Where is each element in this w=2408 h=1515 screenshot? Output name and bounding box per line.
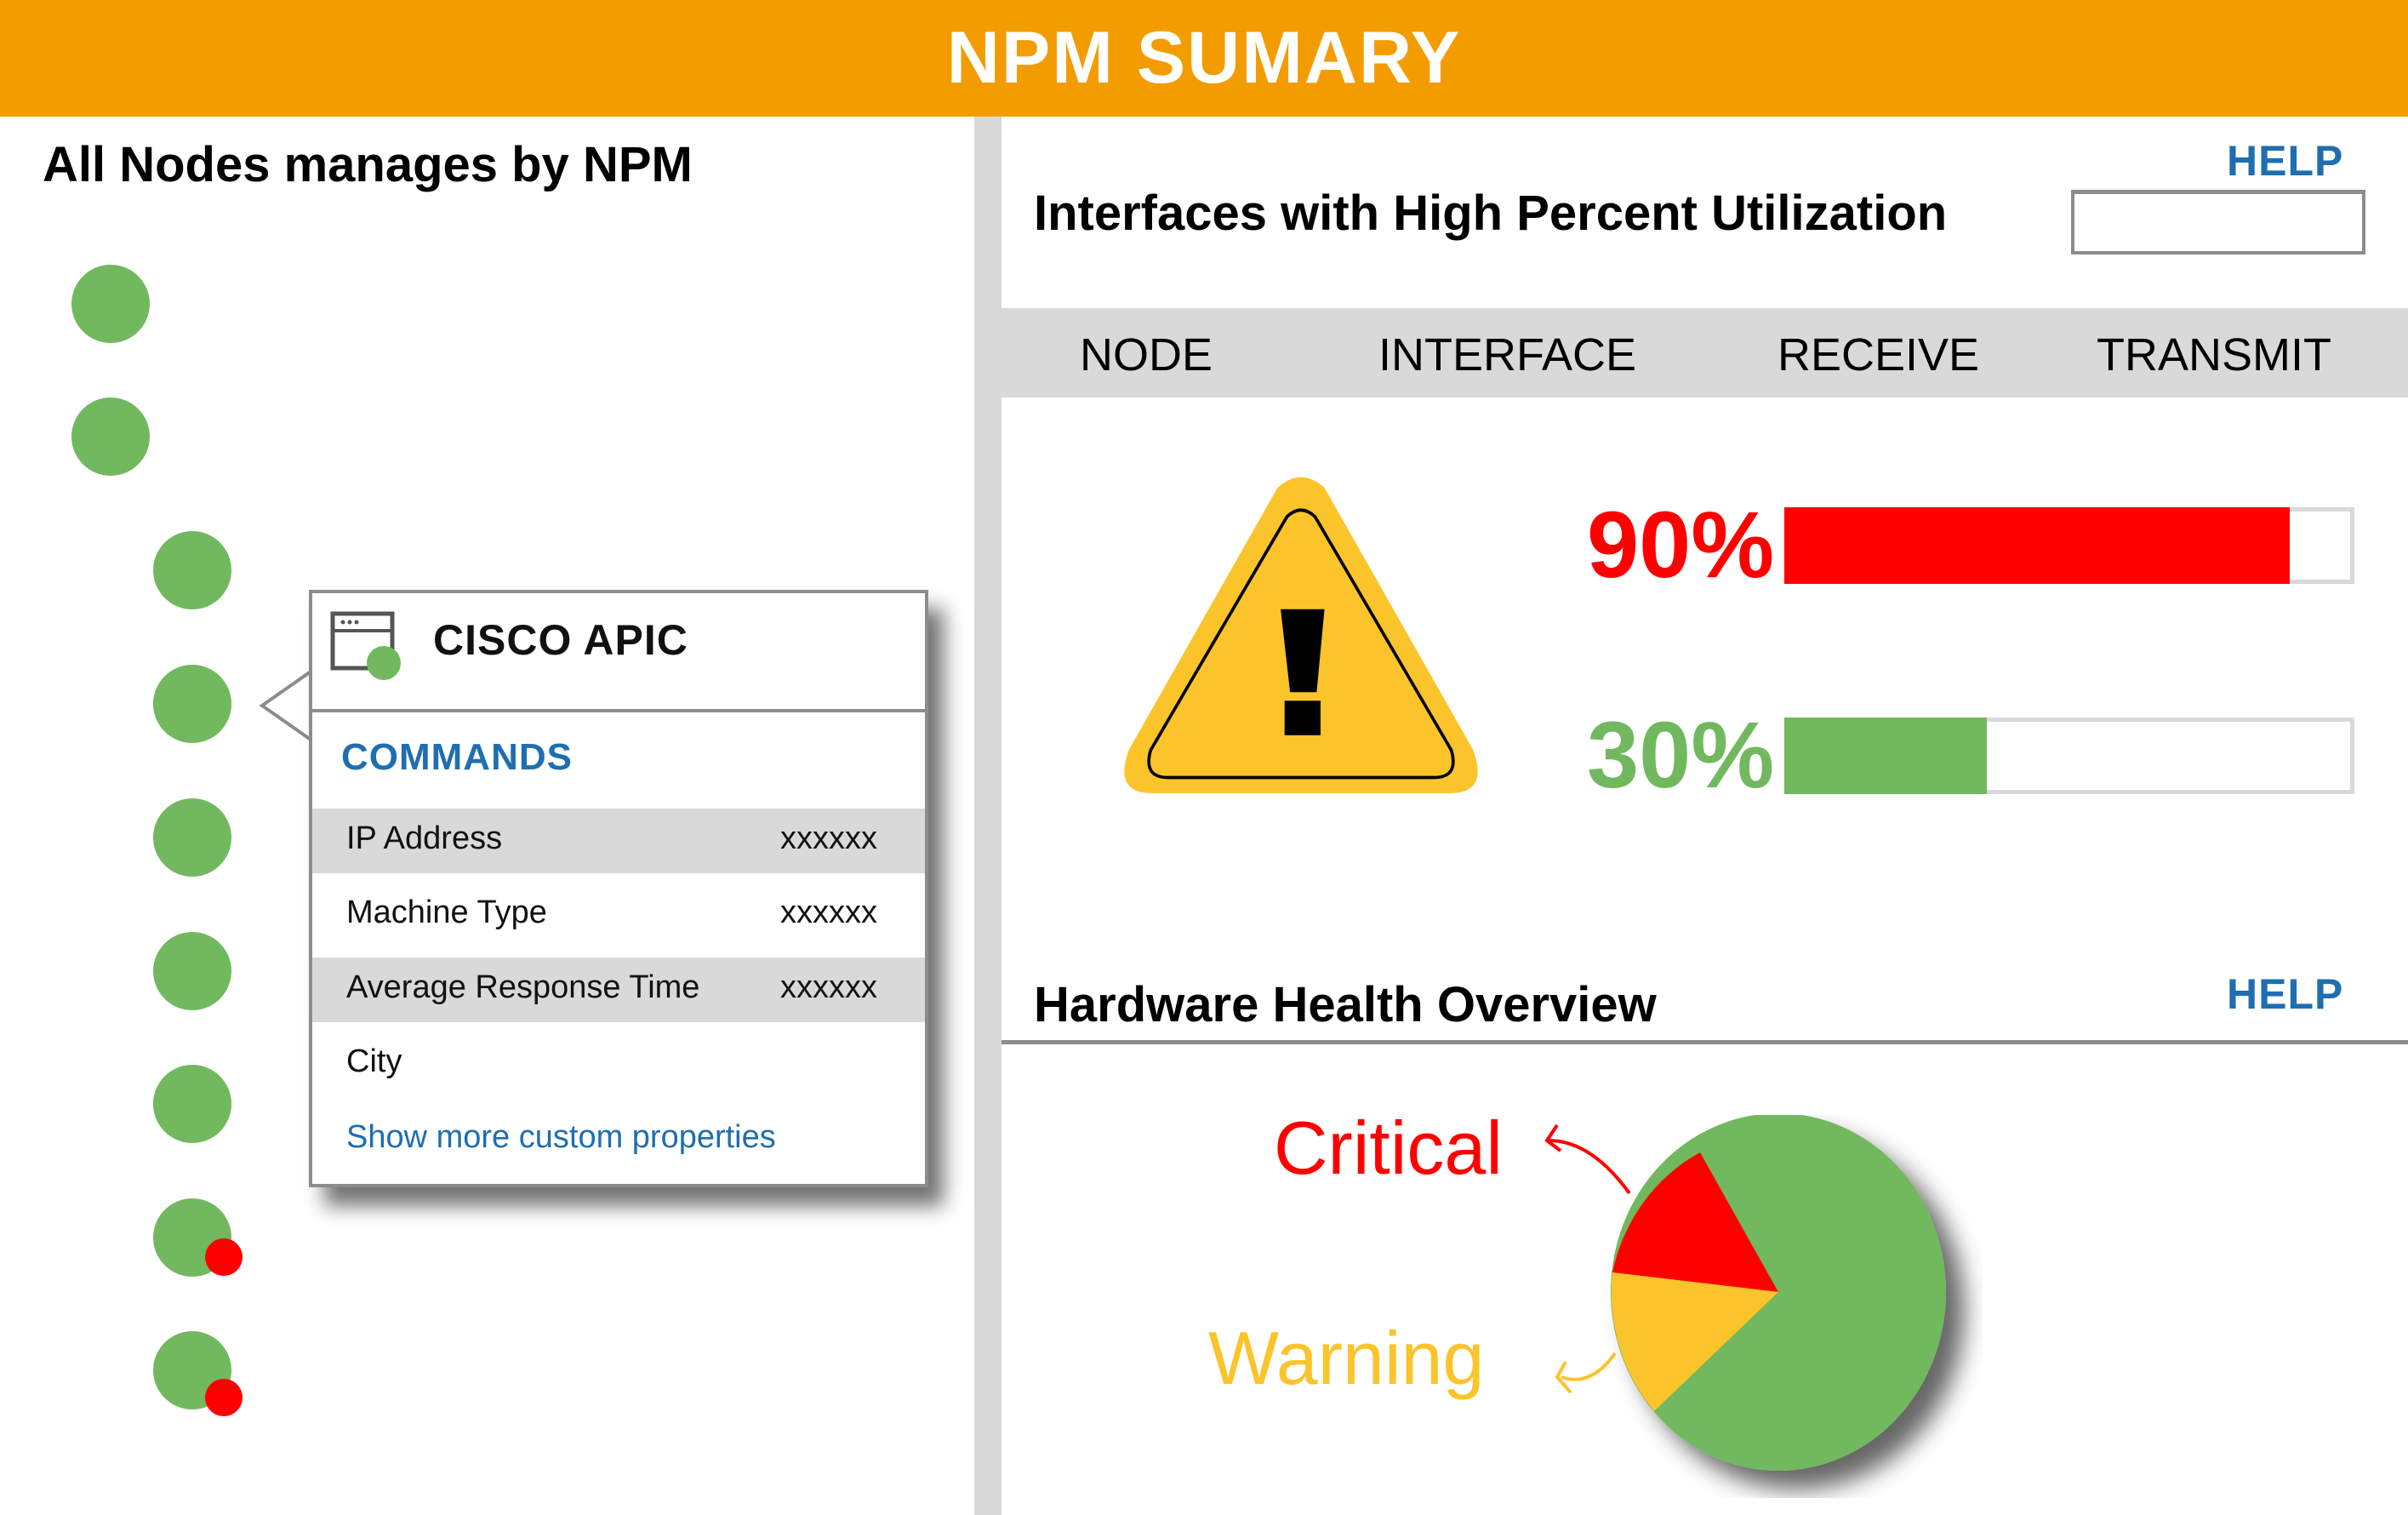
property-label: City xyxy=(346,1043,402,1079)
property-value: xxxxxx xyxy=(780,895,877,930)
node-status-up[interactable] xyxy=(153,932,231,1010)
hardware-title: Hardware Health Overview xyxy=(1034,977,1657,1032)
node-status-up[interactable] xyxy=(71,397,150,476)
help-link[interactable]: HELP xyxy=(2227,970,2344,1018)
transmit-bar-fill xyxy=(1784,717,1987,794)
node-status-up[interactable] xyxy=(153,798,231,877)
page-title: NPM SUMARY xyxy=(946,17,1462,99)
utilization-table-header: NODE INTERFACE RECEIVE TRANSMIT xyxy=(1001,308,2408,397)
pie-slice-warning xyxy=(1611,1272,1778,1411)
property-label: Average Response Time xyxy=(346,969,700,1005)
node-status-up[interactable] xyxy=(153,1065,231,1143)
transmit-bar xyxy=(1784,717,2354,794)
pie-slice-critical xyxy=(1612,1152,1778,1292)
server-window-icon xyxy=(330,611,401,680)
hardware-header-divider xyxy=(1001,1040,2408,1044)
node-status-up[interactable] xyxy=(71,265,150,343)
property-row-ip-address: IP Address xxxxxx xyxy=(312,809,925,873)
node-status-up-selected[interactable] xyxy=(153,665,231,743)
hardware-health-pie-chart[interactable] xyxy=(1600,1115,1983,1498)
receive-bar xyxy=(1784,507,2354,584)
help-link[interactable]: HELP xyxy=(2227,137,2344,185)
critical-badge-icon xyxy=(205,1238,243,1276)
column-header-transmit[interactable]: TRANSMIT xyxy=(2097,329,2331,380)
transmit-percent: 30% xyxy=(1587,703,1775,808)
panel-divider xyxy=(974,117,1001,1515)
column-header-node[interactable]: NODE xyxy=(1080,329,1213,380)
utilization-body: 90% 30% xyxy=(1001,397,2408,918)
property-label: Machine Type xyxy=(346,895,547,930)
legend-critical: Critical xyxy=(1274,1106,1503,1190)
critical-badge-icon xyxy=(205,1379,243,1416)
popup-node-name: CISCO APIC xyxy=(433,616,688,664)
popup-header: CISCO APIC xyxy=(312,593,925,712)
receive-bar-fill xyxy=(1784,507,2290,584)
column-header-interface[interactable]: INTERFACE xyxy=(1378,329,1637,380)
property-row-avg-response-time: Average Response Time xxxxxx xyxy=(312,958,925,1022)
property-value: xxxxxx xyxy=(780,820,877,856)
nodes-panel-title: All Nodes manages by NPM xyxy=(43,137,693,192)
header-bar xyxy=(0,0,2408,117)
critical-arrow-icon xyxy=(1544,1123,1631,1394)
utilization-title: Interfaces with High Percent Utilization xyxy=(1034,186,1948,241)
property-row-machine-type: Machine Type xxxxxx xyxy=(312,883,925,947)
legend-warning: Warning xyxy=(1208,1316,1485,1400)
commands-link[interactable]: COMMANDS xyxy=(341,736,573,778)
property-row-city: City xyxy=(312,1032,925,1096)
warning-triangle-icon xyxy=(1124,477,1478,793)
property-label: IP Address xyxy=(346,820,503,856)
column-header-receive[interactable]: RECEIVE xyxy=(1777,329,1980,380)
utilization-search-input[interactable] xyxy=(2071,190,2365,254)
popup-pointer xyxy=(259,668,317,745)
node-details-popup: CISCO APIC COMMANDS IP Address xxxxxx Ma… xyxy=(309,590,928,1187)
utilization-panel-header: Interfaces with High Percent Utilization… xyxy=(1001,123,2408,308)
node-status-up[interactable] xyxy=(153,531,231,609)
show-more-properties-link[interactable]: Show more custom properties xyxy=(346,1119,776,1155)
property-value: xxxxxx xyxy=(780,969,877,1005)
receive-percent: 90% xyxy=(1587,493,1775,597)
